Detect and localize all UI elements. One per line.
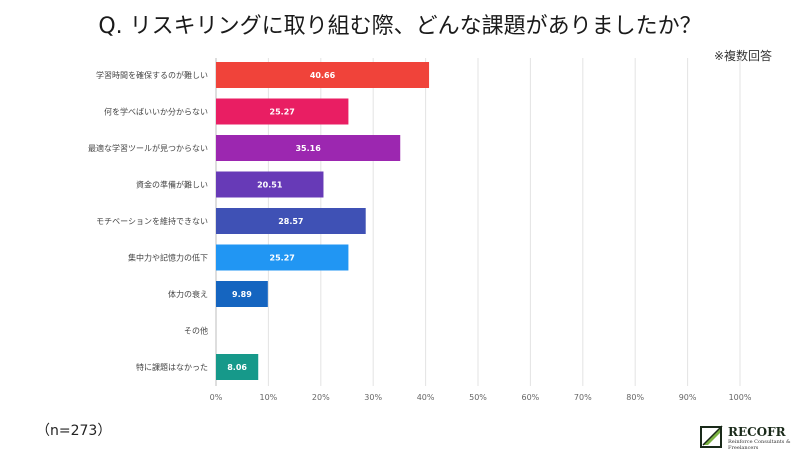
bar xyxy=(216,62,430,88)
bar-value-label: 20.51 xyxy=(257,181,283,190)
company-logo: RECOFR Reinforce Consultants & Freelance… xyxy=(698,424,794,452)
x-tick-label: 90% xyxy=(679,393,697,402)
x-tick-label: 40% xyxy=(417,393,435,402)
x-tick-label: 30% xyxy=(364,393,382,402)
bar xyxy=(216,98,349,125)
bar-value-label: 35.16 xyxy=(295,144,321,153)
x-tick-label: 10% xyxy=(260,393,278,402)
category-label: 体力の衰え xyxy=(168,289,208,299)
category-label: 資金の準備が難しい xyxy=(136,180,208,190)
x-tick-label: 100% xyxy=(729,393,752,402)
bar-value-label: 9.89 xyxy=(232,290,252,299)
bar xyxy=(216,281,268,307)
category-label: 特に課題はなかった xyxy=(136,362,208,372)
bar xyxy=(216,208,366,234)
bar-value-label: 25.27 xyxy=(270,254,295,263)
bar-value-label: 25.27 xyxy=(270,108,295,117)
x-tick-label: 0% xyxy=(210,393,223,402)
logo-mark-icon xyxy=(700,425,723,448)
x-tick-label: 80% xyxy=(626,393,644,402)
x-tick-label: 60% xyxy=(522,393,540,402)
chart-title: Q. リスキリングに取り組む際、どんな課題がありましたか？ xyxy=(98,14,702,39)
bar-value-label: 8.06 xyxy=(227,363,247,372)
logo-name: RECOFR xyxy=(728,425,786,439)
category-label: モチベーションを維持できない xyxy=(96,216,208,226)
bar xyxy=(216,171,324,198)
category-label: 何を学べばいいか分からない xyxy=(104,107,208,117)
category-label: 集中力や記憶力の低下 xyxy=(128,253,208,263)
bar xyxy=(216,244,349,271)
x-tick-label: 70% xyxy=(574,393,592,402)
logo-tagline: Reinforce Consultants & Freelancers xyxy=(728,439,791,451)
bar-value-label: 40.66 xyxy=(310,71,336,80)
bar xyxy=(216,354,259,380)
multiple-answer-note: ※複数回答 xyxy=(713,49,772,63)
category-label: その他 xyxy=(184,326,208,336)
bar xyxy=(216,135,401,161)
bar-value-label: 28.57 xyxy=(278,217,303,226)
x-tick-label: 20% xyxy=(312,393,330,402)
sample-size: （n=273） xyxy=(36,423,112,439)
category-label: 学習時間を確保するのが難しい xyxy=(96,70,208,80)
category-label: 最適な学習ツールが見つからない xyxy=(88,143,208,153)
x-tick-label: 50% xyxy=(469,393,487,402)
